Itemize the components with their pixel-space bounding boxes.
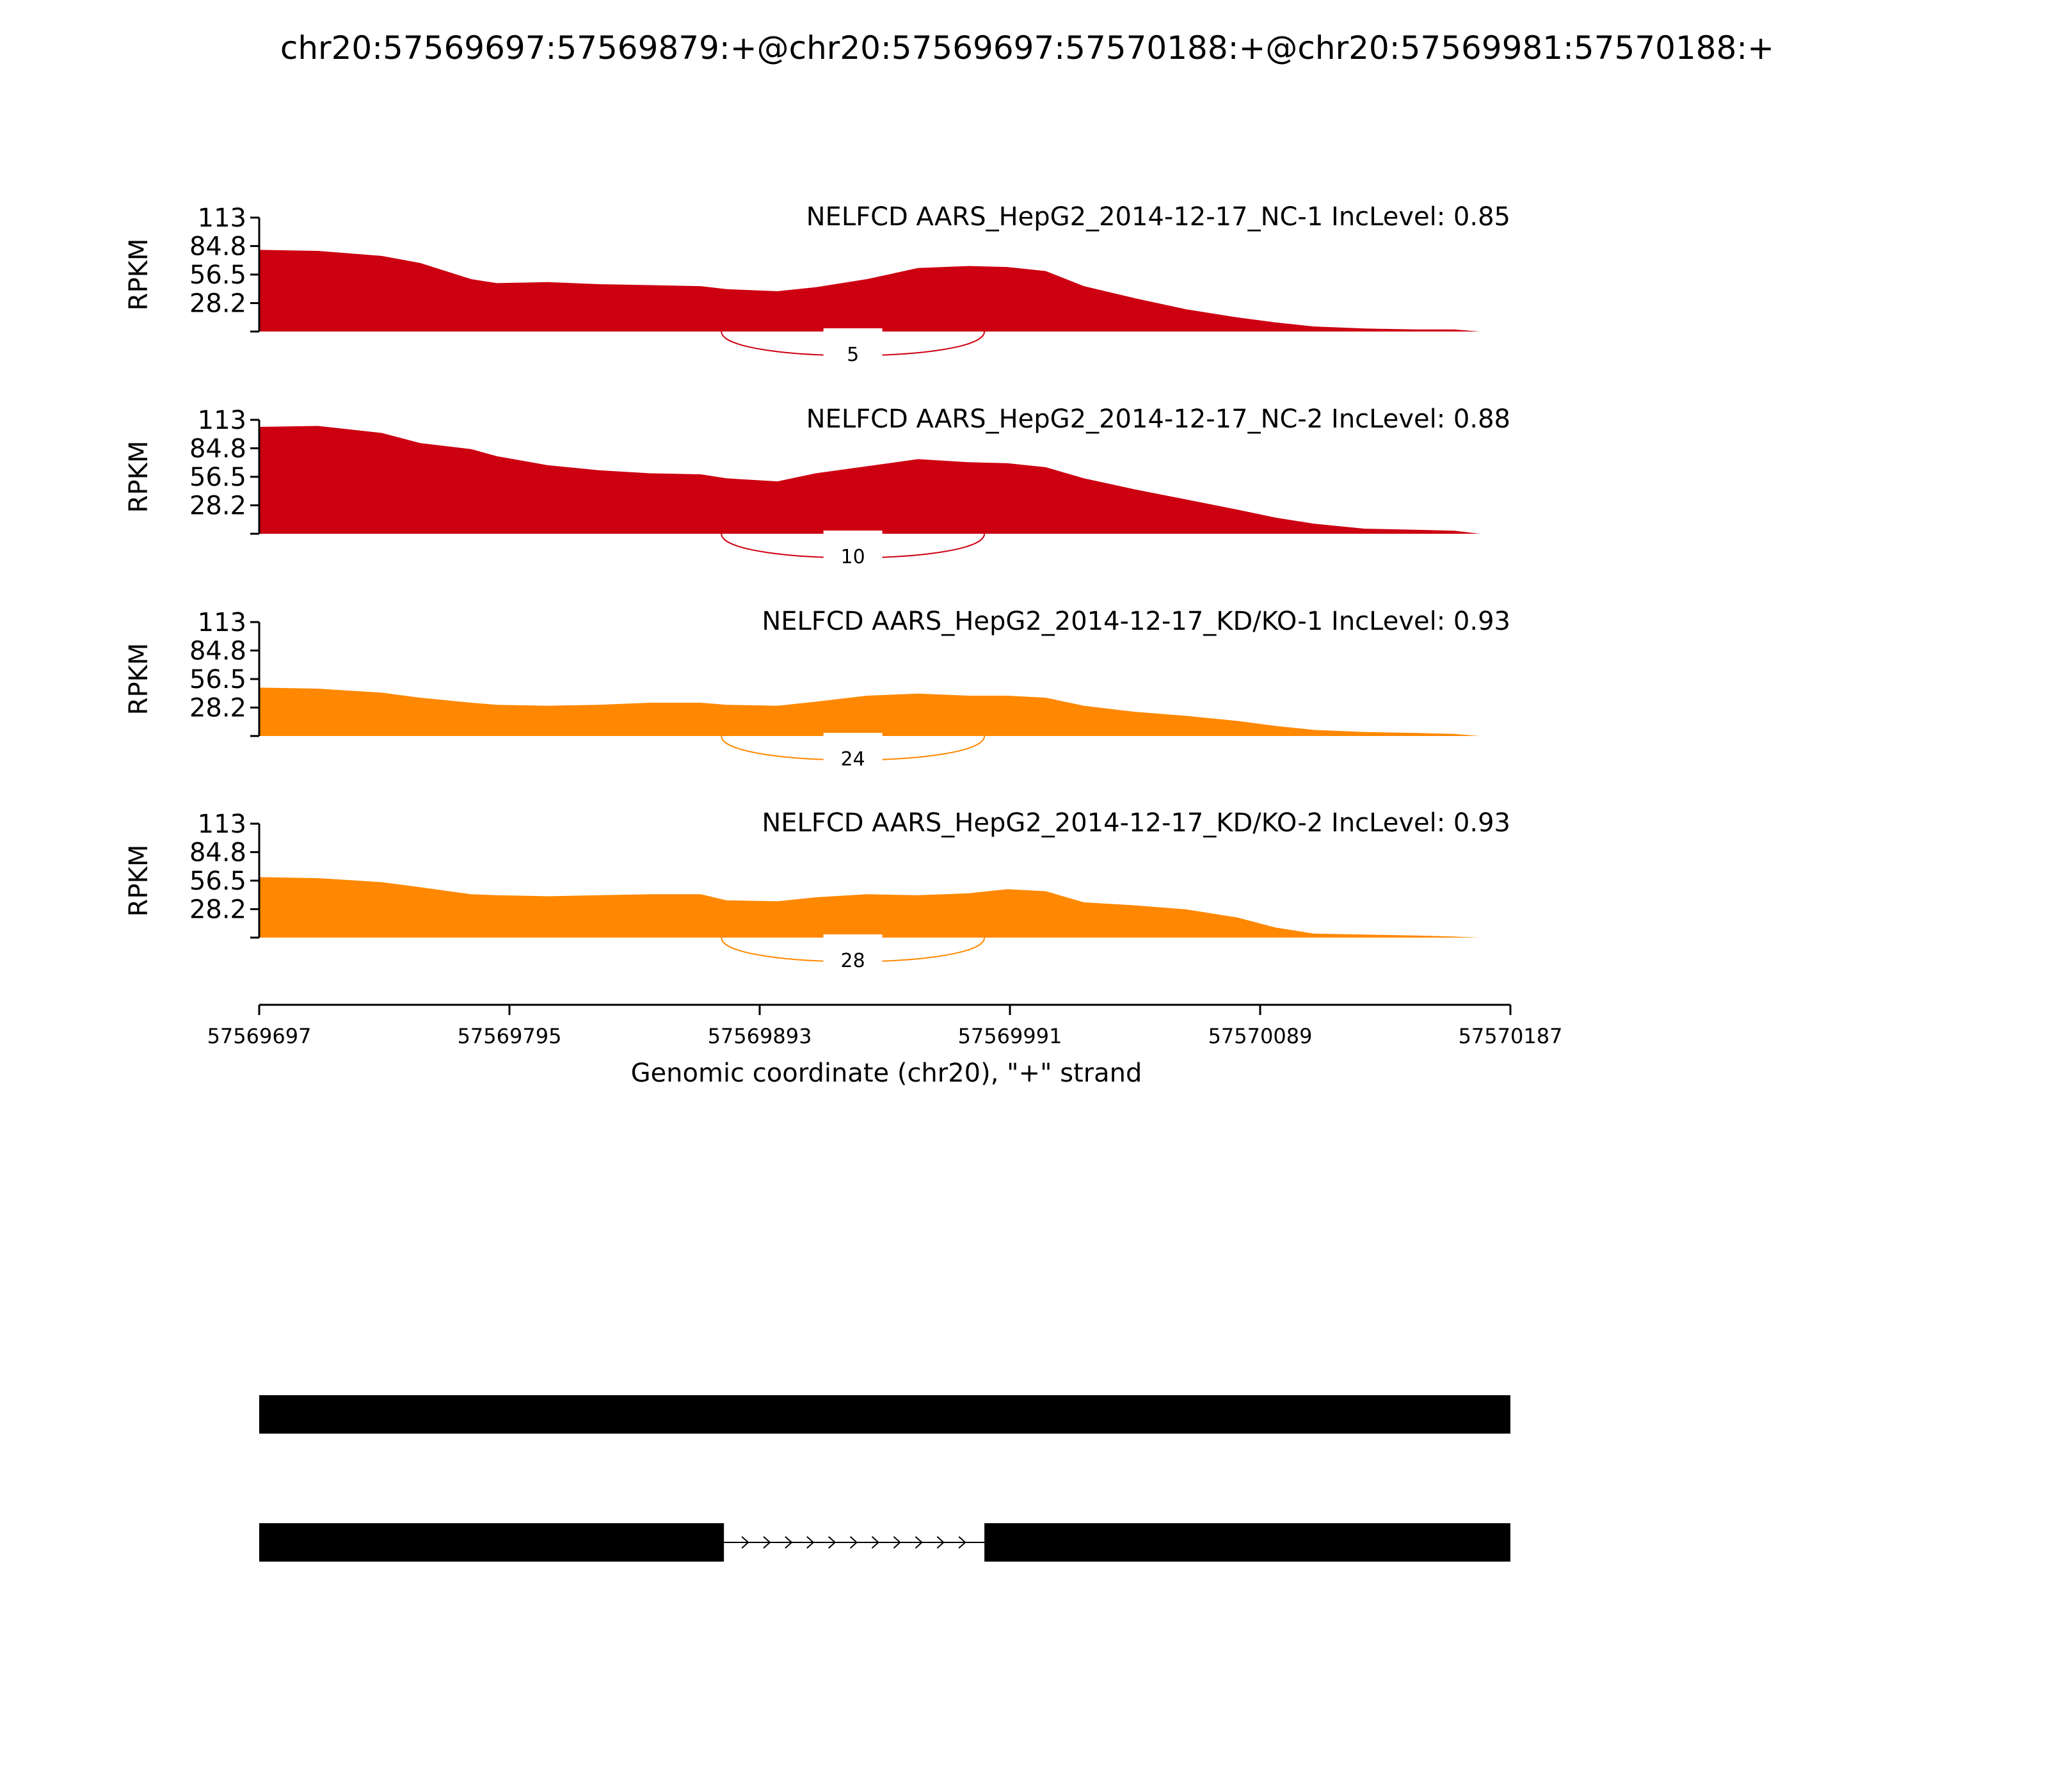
y-tick-label: 113 xyxy=(198,810,246,839)
intron-arrow xyxy=(785,1536,793,1549)
isoform xyxy=(259,1523,1510,1562)
intron-arrow xyxy=(871,1536,879,1549)
intron-arrow xyxy=(958,1536,966,1549)
coverage-area xyxy=(259,687,1510,736)
coverage-area xyxy=(259,426,1510,534)
y-tick-label: 28.2 xyxy=(189,694,246,723)
y-tick-label: 28.2 xyxy=(189,492,246,521)
junction-count: 28 xyxy=(841,950,865,972)
intron-arrow xyxy=(763,1536,771,1549)
junction-label-box xyxy=(823,531,883,569)
x-tick-label: 57570089 xyxy=(1208,1024,1313,1048)
intron-arrow xyxy=(806,1536,815,1549)
y-tick-label: 84.8 xyxy=(189,636,246,666)
exon-block xyxy=(259,1523,724,1562)
coverage-area xyxy=(259,250,1510,332)
coverage-area xyxy=(259,877,1510,938)
y-axis-label: RPKM xyxy=(124,441,154,513)
sample-label: NELFCD AARS_HepG2_2014-12-17_NC-2 IncLev… xyxy=(806,404,1510,434)
x-tick-label: 57569991 xyxy=(958,1024,1062,1048)
junction-count: 24 xyxy=(841,748,865,771)
x-tick-label: 57569893 xyxy=(708,1024,812,1048)
intron-arrow xyxy=(741,1536,749,1549)
junction-label-box xyxy=(823,934,883,973)
sample-label: NELFCD AARS_HepG2_2014-12-17_KD/KO-2 Inc… xyxy=(762,808,1510,838)
y-tick-label: 56.5 xyxy=(189,665,246,694)
y-tick-label: 84.8 xyxy=(189,838,246,867)
y-tick-label: 84.8 xyxy=(189,434,246,463)
intron-arrow xyxy=(936,1536,945,1549)
y-tick-label: 113 xyxy=(198,204,246,233)
isoform xyxy=(259,1395,1510,1434)
intron-arrow xyxy=(893,1536,901,1549)
sample-label: NELFCD AARS_HepG2_2014-12-17_KD/KO-1 Inc… xyxy=(762,607,1510,636)
x-tick-label: 57569697 xyxy=(207,1024,312,1048)
x-axis: 57569697 57569795 57569893 57569991 57570089… xyxy=(207,1004,1563,1048)
sample-label: NELFCD AARS_HepG2_2014-12-17_NC-1 IncLev… xyxy=(806,202,1510,232)
x-tick-label: 57570187 xyxy=(1459,1024,1563,1048)
junction-label-box xyxy=(823,733,883,771)
isoform-track xyxy=(259,1395,1510,1562)
junction-count: 5 xyxy=(847,344,859,366)
y-tick-label: 56.5 xyxy=(189,463,246,492)
y-tick-label: 28.2 xyxy=(189,289,246,319)
y-axis-label: RPKM xyxy=(124,643,154,716)
x-axis-label: Genomic coordinate (chr20), "+" strand xyxy=(631,1059,1142,1088)
y-axis-label: RPKM xyxy=(124,845,154,917)
chart-title: chr20:57569697:57569879:+@chr20:57569697… xyxy=(280,29,1774,67)
junction-label-box xyxy=(823,328,883,367)
y-tick-label: 113 xyxy=(198,406,246,435)
y-tick-label: 56.5 xyxy=(189,867,246,896)
x-tick-label: 57569795 xyxy=(458,1024,562,1048)
intron-arrow xyxy=(849,1536,858,1549)
y-tick-label: 28.2 xyxy=(189,895,246,925)
y-tick-label: 56.5 xyxy=(189,260,246,290)
y-tick-label: 113 xyxy=(198,608,246,637)
junction-count: 10 xyxy=(841,546,865,568)
exon-block xyxy=(259,1395,1510,1434)
y-tick-label: 84.8 xyxy=(189,232,246,261)
intron-arrow xyxy=(915,1536,923,1549)
exon-block xyxy=(984,1523,1510,1562)
y-axis-label: RPKM xyxy=(124,239,154,311)
intron-arrow xyxy=(828,1536,836,1549)
